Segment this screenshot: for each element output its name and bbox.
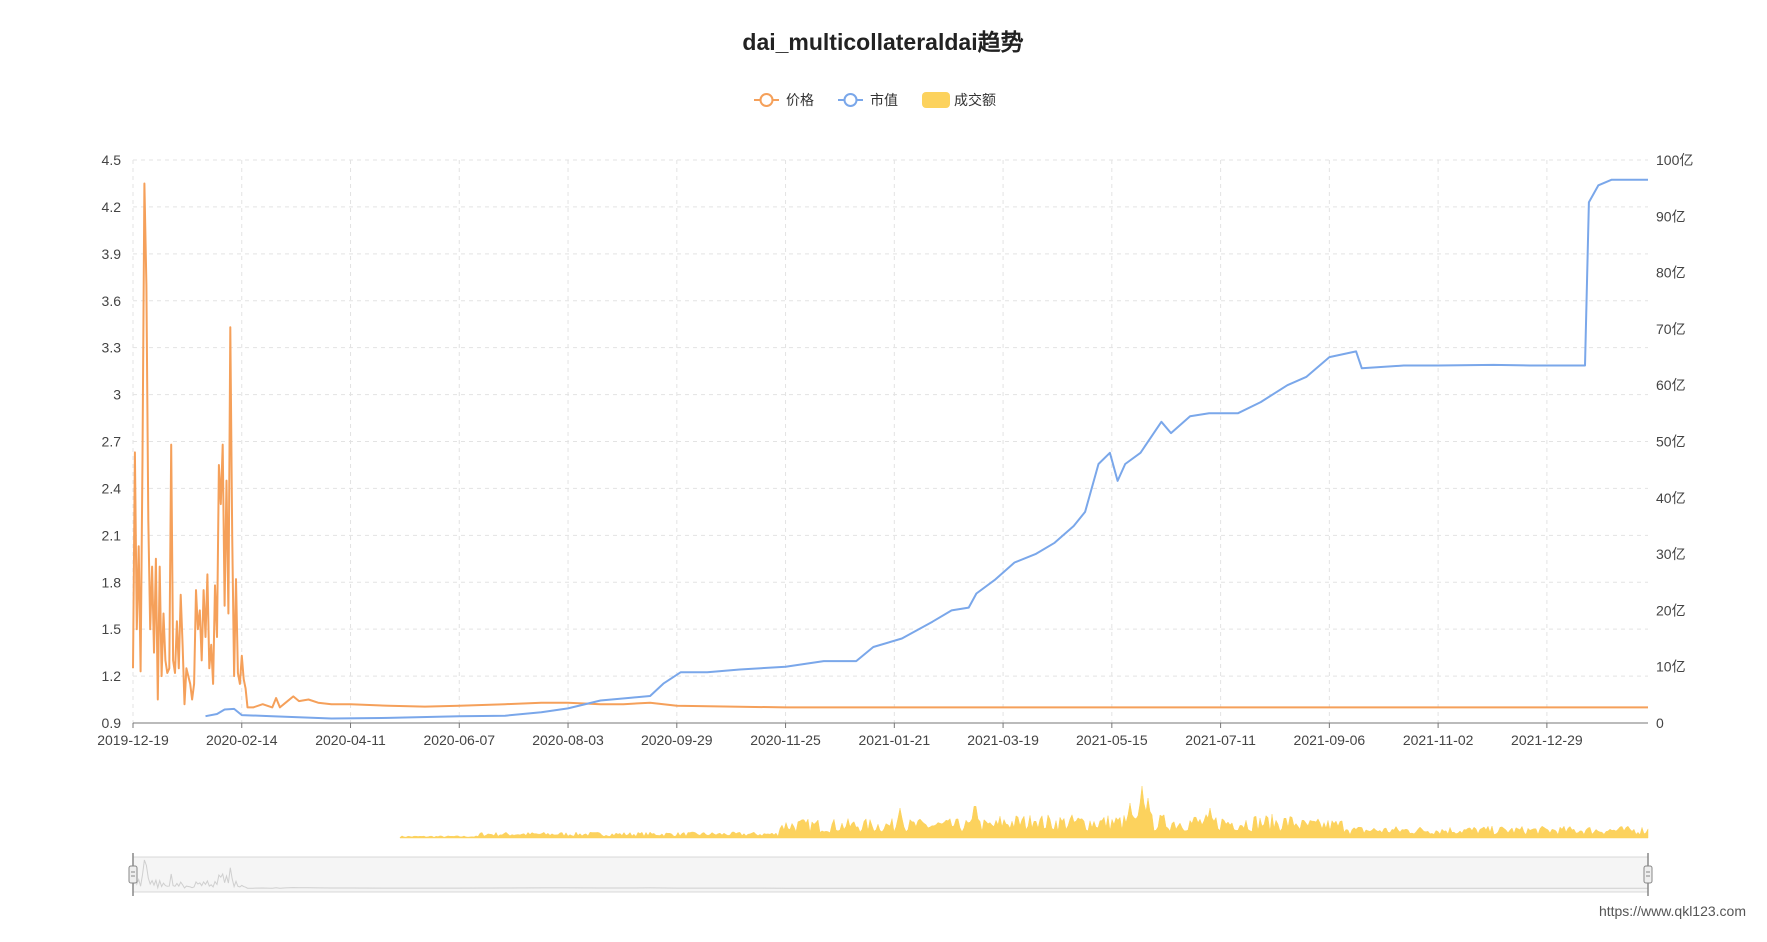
watermark: https://www.qkl123.com — [1599, 903, 1746, 919]
y-left-tick-label: 4.5 — [102, 152, 122, 168]
x-tick-label: 2020-08-03 — [532, 732, 604, 748]
volume-area-shape[interactable] — [399, 785, 1649, 839]
y-left-tick-label: 1.5 — [102, 621, 122, 637]
y-left-tick-label: 2.1 — [102, 527, 122, 543]
legend-item-1[interactable]: 市值 — [838, 92, 898, 108]
data-zoom-preview-line — [132, 859, 1648, 890]
series-layer — [132, 178, 1649, 720]
x-tick-label: 2019-12-19 — [97, 732, 169, 748]
x-tick-label: 2020-04-11 — [315, 732, 386, 748]
axes: 0.9 1.2 1.5 1.8 2.1 2.4 2.7 3 3.3 3.6 3.9 4.2 4.5 0 10… — [97, 152, 1693, 748]
x-tick-label: 2021-05-15 — [1076, 732, 1148, 748]
series-line-price[interactable] — [132, 182, 1648, 709]
y-left-tick-label: 3.9 — [102, 246, 122, 262]
x-tick-label: 2020-06-07 — [423, 732, 495, 748]
x-tick-label: 2021-11-02 — [1403, 732, 1474, 748]
legend-label: 成交额 — [954, 92, 996, 108]
legend-item-2[interactable]: 成交额 — [922, 92, 996, 108]
legend[interactable]: 价格 市值 成交额 — [754, 92, 996, 108]
y-right-tick-label: 30亿 — [1656, 546, 1686, 562]
data-zoom-track[interactable] — [132, 856, 1649, 893]
y-left-tick-label: 1.8 — [102, 574, 122, 590]
chart-title: dai_multicollateraldai趋势 — [742, 29, 1023, 55]
legend-swatch-marker — [759, 93, 774, 107]
legend-label: 市值 — [870, 92, 898, 108]
y-left-tick-label: 4.2 — [102, 199, 122, 215]
y-left-tick-label: 3 — [113, 387, 121, 403]
x-tick-label: 2020-11-25 — [750, 732, 821, 748]
data-zoom-handle-left[interactable] — [128, 853, 138, 896]
data-zoom-slider[interactable] — [128, 853, 1653, 896]
x-tick-label: 2021-12-29 — [1511, 732, 1583, 748]
legend-item-0[interactable]: 价格 — [754, 92, 814, 108]
y-right-tick-label: 100亿 — [1656, 152, 1693, 168]
volume-area — [399, 785, 1649, 839]
y-left-tick-label: 1.2 — [102, 668, 122, 684]
y-right-tick-label: 90亿 — [1656, 208, 1686, 224]
y-right-tick-label: 50亿 — [1656, 434, 1686, 450]
y-left-tick-label: 2.4 — [102, 480, 122, 496]
x-tick-label: 2021-07-11 — [1185, 732, 1256, 748]
y-right-tick-label: 70亿 — [1656, 321, 1686, 337]
y-left-tick-label: 3.3 — [102, 340, 122, 356]
y-right-tick-label: 10亿 — [1656, 659, 1686, 675]
legend-label: 价格 — [786, 92, 814, 108]
y-left-tick-label: 0.9 — [102, 715, 122, 731]
grid — [132, 159, 1648, 723]
x-tick-label: 2021-01-21 — [859, 732, 931, 748]
legend-swatch-marker — [843, 93, 858, 107]
legend-swatch — [922, 92, 950, 108]
y-right-tick-label: 20亿 — [1656, 602, 1686, 618]
y-right-tick-label: 0 — [1656, 715, 1664, 731]
data-zoom-handle-right[interactable] — [1643, 853, 1653, 896]
y-right-tick-label: 60亿 — [1656, 377, 1686, 393]
y-left-tick-label: 2.7 — [102, 434, 122, 450]
y-right-tick-label: 80亿 — [1656, 265, 1686, 281]
x-tick-label: 2021-09-06 — [1294, 732, 1366, 748]
y-right-tick-label: 40亿 — [1656, 490, 1686, 506]
series-line-market-cap[interactable] — [205, 178, 1649, 720]
x-tick-label: 2021-03-19 — [967, 732, 1039, 748]
y-left-tick-label: 3.6 — [102, 293, 122, 309]
x-tick-label: 2020-09-29 — [641, 732, 713, 748]
x-tick-label: 2020-02-14 — [206, 732, 278, 748]
